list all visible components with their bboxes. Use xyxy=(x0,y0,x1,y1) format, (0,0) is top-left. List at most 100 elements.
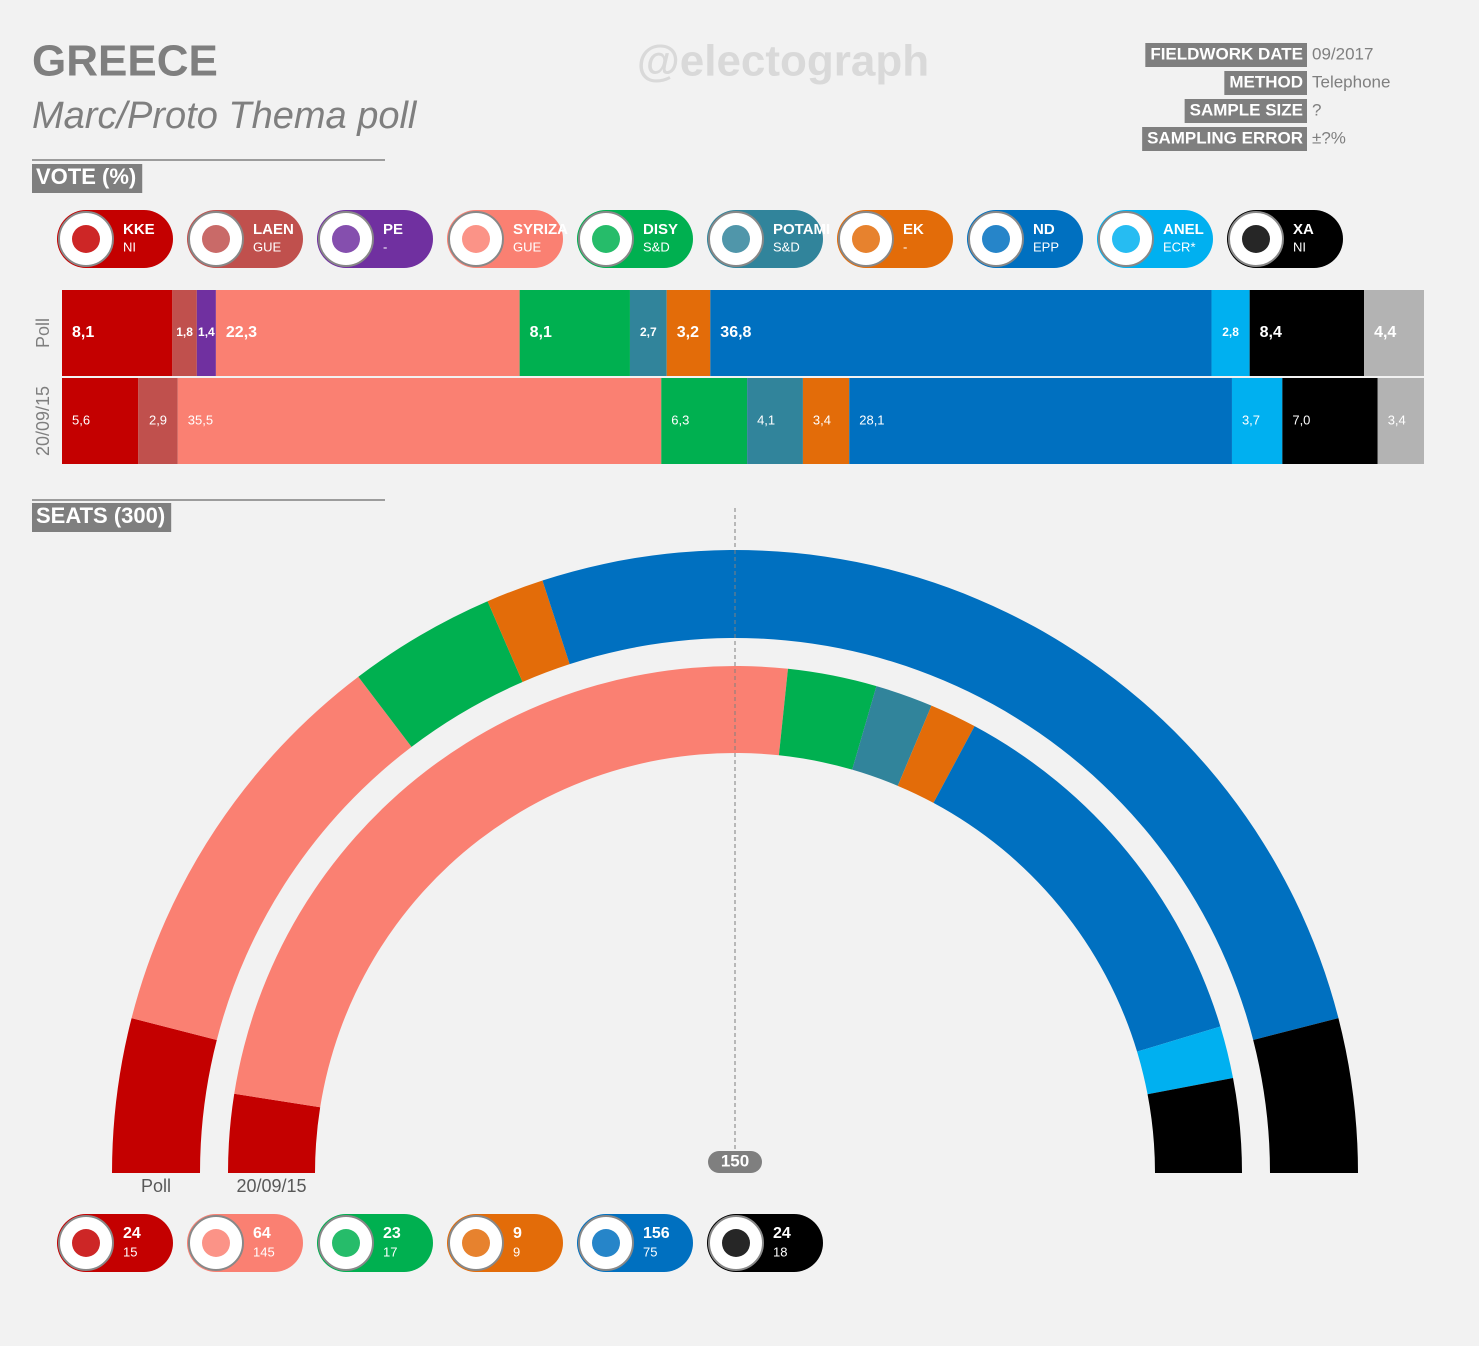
section-title-box xyxy=(32,164,143,193)
vote-segment xyxy=(172,290,197,376)
vote-segment xyxy=(62,290,173,376)
seat-arc xyxy=(358,601,523,747)
value-label: 3,7 xyxy=(1242,412,1260,427)
vote-segment xyxy=(710,290,1212,376)
legend-group: S&D xyxy=(643,239,670,254)
legend-group: NI xyxy=(1293,239,1306,254)
seat-poll: 9 xyxy=(513,1225,522,1242)
seat-legend-item-logo-mark xyxy=(72,1229,100,1257)
section-title: VOTE (%) xyxy=(36,164,136,189)
meta-label-box xyxy=(1145,43,1307,67)
seat-previous: 18 xyxy=(773,1244,787,1259)
value-label: 36,8 xyxy=(720,324,751,341)
legend-item-logo-mark xyxy=(72,225,100,253)
value-label: 8,1 xyxy=(530,324,552,341)
vote-segment xyxy=(666,290,711,376)
seat-arc xyxy=(852,686,932,786)
seat-arc xyxy=(933,726,1221,1052)
value-label: 6,3 xyxy=(671,412,689,427)
legend-group: GUE xyxy=(513,239,542,254)
value-label: 2,8 xyxy=(1222,325,1239,339)
watermark: @electograph xyxy=(637,37,929,86)
value-label: 2,9 xyxy=(149,412,167,427)
vote-segment xyxy=(62,378,139,464)
value-label: 2,7 xyxy=(640,325,657,339)
seat-arc xyxy=(112,1018,217,1173)
vote-segment xyxy=(1364,290,1424,376)
legend-item-logo-mark xyxy=(852,225,880,253)
value-label: 1,8 xyxy=(176,325,193,339)
title: GREECE xyxy=(32,37,218,86)
legend-item-logo-mark xyxy=(592,225,620,253)
legend-name: EK xyxy=(903,221,924,238)
value-label: 5,6 xyxy=(72,412,90,427)
vote-segment xyxy=(519,290,630,376)
seat-arc xyxy=(487,580,570,683)
section-title: SEATS (300) xyxy=(36,503,165,528)
seat-poll: 24 xyxy=(773,1225,791,1242)
vote-segment xyxy=(1377,378,1424,464)
legend-group: GUE xyxy=(253,239,282,254)
subtitle: Marc/Proto Thema poll xyxy=(32,95,418,137)
legend-group: EPP xyxy=(1033,239,1059,254)
meta-label: SAMPLING ERROR xyxy=(1147,128,1303,147)
majority-label: 150 xyxy=(721,1151,749,1170)
legend-item-logo-mark xyxy=(1112,225,1140,253)
seat-legend-item-logo-mark xyxy=(462,1229,490,1257)
seat-legend-item-logo-mark xyxy=(332,1229,360,1257)
legend-name: ANEL xyxy=(1163,221,1204,238)
legend-name: KKE xyxy=(123,221,155,238)
meta-value: Telephone xyxy=(1312,72,1390,91)
seat-arc xyxy=(1253,1018,1358,1173)
vote-segment xyxy=(177,378,662,464)
seat-legend-item-logo-mark xyxy=(722,1229,750,1257)
seat-legend-item-logo-mark xyxy=(592,1229,620,1257)
seat-previous: 17 xyxy=(383,1244,397,1259)
legend-item-logo-mark xyxy=(982,225,1010,253)
vote-segment xyxy=(215,290,520,376)
legend-item-logo-mark xyxy=(202,225,230,253)
legend-item-logo-mark xyxy=(1242,225,1270,253)
vote-segment xyxy=(1249,290,1365,376)
seat-arc xyxy=(1147,1077,1242,1173)
meta-value: 09/2017 xyxy=(1312,44,1373,63)
legend-name: POTAMI xyxy=(773,221,830,238)
vote-segment xyxy=(629,290,667,376)
legend-name: ND xyxy=(1033,221,1055,238)
seat-arc xyxy=(897,705,975,803)
row-label: 20/09/15 xyxy=(33,386,53,456)
value-label: 28,1 xyxy=(859,412,884,427)
value-label: 3,4 xyxy=(813,412,831,427)
legend-group: - xyxy=(383,239,387,254)
value-label: 22,3 xyxy=(226,324,257,341)
meta-label: METHOD xyxy=(1229,72,1303,91)
value-label: 35,5 xyxy=(188,412,213,427)
legend-name: PE xyxy=(383,221,403,238)
legend-item-logo-mark xyxy=(462,225,490,253)
meta-label-box xyxy=(1184,99,1307,123)
meta-label: SAMPLE SIZE xyxy=(1190,100,1303,119)
seat-previous: 145 xyxy=(253,1244,275,1259)
seat-arc xyxy=(542,549,1339,1040)
legend-name: LAEN xyxy=(253,221,294,238)
value-label: 8,1 xyxy=(72,324,94,341)
row-label: Poll xyxy=(33,318,53,348)
section-title-box xyxy=(32,503,172,532)
value-label: 1,4 xyxy=(198,325,215,339)
value-label: 4,4 xyxy=(1374,324,1396,341)
legend-group: - xyxy=(903,239,907,254)
majority-box xyxy=(708,1151,762,1173)
legend-name: XA xyxy=(1293,221,1314,238)
meta-label-box xyxy=(1224,71,1307,95)
legend-group: S&D xyxy=(773,239,800,254)
seat-poll: 23 xyxy=(383,1225,401,1242)
legend-name: SYRIZA xyxy=(513,221,568,238)
meta-value: ? xyxy=(1312,100,1321,119)
meta-value: ±?% xyxy=(1312,128,1346,147)
seat-legend-item-logo-mark xyxy=(202,1229,230,1257)
vote-segment xyxy=(747,378,803,464)
ring-label: Poll xyxy=(141,1176,171,1196)
vote-segment xyxy=(802,378,850,464)
seat-arc xyxy=(228,1093,321,1173)
value-label: 8,4 xyxy=(1260,324,1282,341)
